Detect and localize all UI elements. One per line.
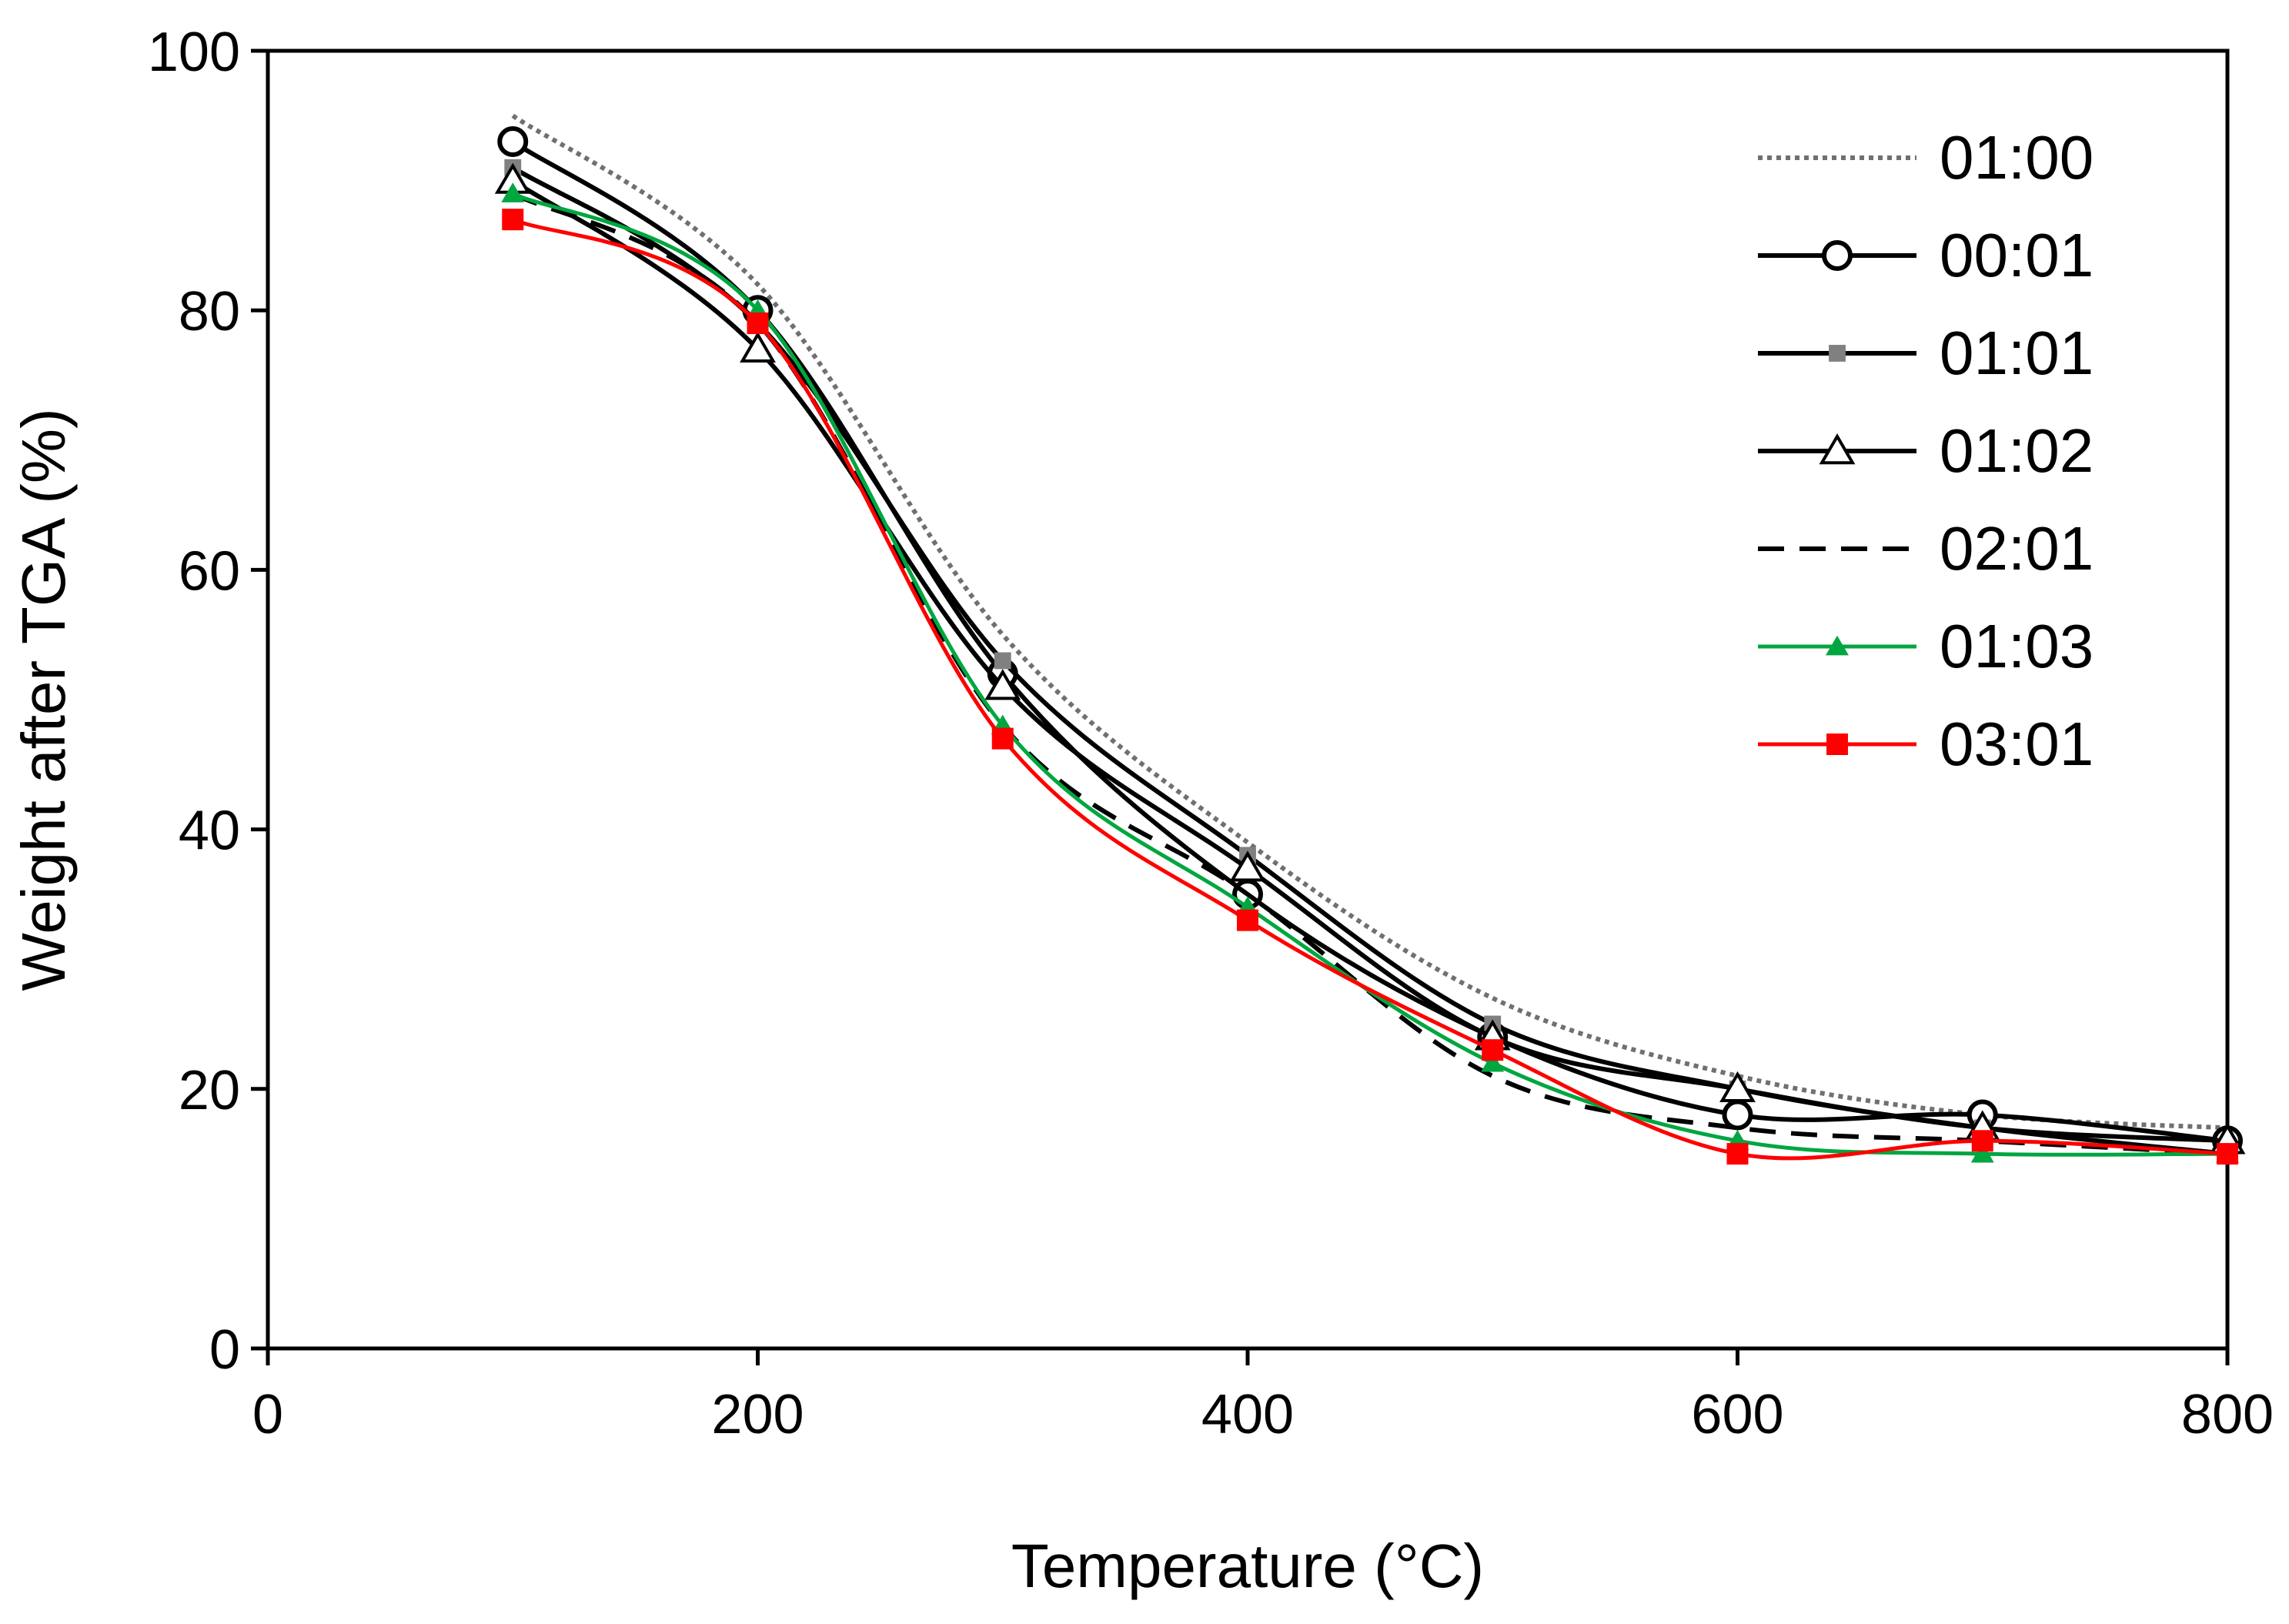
x-tick-label: 800 [2181, 1384, 2274, 1445]
data-point [1237, 909, 1258, 931]
legend: 01:00 00:01 01:01 01:02 02:01 01:03 03:01 [1758, 123, 2094, 778]
legend-item: 02:01 [1758, 514, 2094, 583]
y-tick-label: 40 [179, 800, 240, 862]
data-point [1726, 1143, 1749, 1165]
x-tick-label: 200 [711, 1384, 804, 1445]
data-point [984, 669, 1021, 700]
y-tick-label: 20 [179, 1060, 240, 1121]
data-point [1481, 1051, 1505, 1072]
data-point [1229, 850, 1266, 882]
legend-marker [1822, 240, 1853, 271]
legend-item: 01:00 [1758, 123, 2094, 192]
data-point [1719, 1071, 1756, 1102]
legend-item: 00:01 [1758, 221, 2094, 289]
legend-marker [1819, 433, 1856, 465]
legend-label: 01:03 [1940, 612, 2094, 680]
y-tick-label: 100 [148, 22, 240, 83]
legend-label: 01:00 [1940, 123, 2094, 192]
legend-marker [1826, 733, 1848, 755]
y-tick-label: 60 [179, 540, 240, 602]
y-tick-label: 0 [209, 1319, 240, 1381]
legend-label: 01:02 [1940, 416, 2094, 485]
data-point [994, 652, 1011, 670]
series-layer [494, 113, 2246, 1165]
series-line [512, 217, 2228, 1161]
data-point [1970, 1142, 1994, 1163]
legend-label: 02:01 [1940, 514, 2094, 583]
legend-marker [1826, 635, 1849, 656]
data-point [1722, 1099, 1753, 1131]
legend-item: 01:01 [1758, 319, 2094, 387]
data-point [502, 209, 524, 231]
legend-item: 03:01 [1758, 710, 2094, 778]
x-axis-title: Temperature (°C) [1011, 1532, 1484, 1600]
data-point [1482, 1039, 1504, 1061]
series-line [511, 179, 2228, 1144]
x-tick-label: 600 [1691, 1384, 1783, 1445]
series-03-01 [502, 209, 2238, 1165]
legend-label: 03:01 [1940, 710, 2094, 778]
legend-label: 01:01 [1940, 319, 2094, 387]
x-tick-label: 400 [1201, 1384, 1294, 1445]
legend-item: 01:02 [1758, 416, 2094, 485]
y-axis-title: Weight after TGA (%) [9, 408, 78, 991]
data-point [497, 126, 529, 158]
data-point [991, 727, 1014, 750]
legend-marker [1829, 345, 1846, 362]
axes: 0 20 40 60 80 100 0 200 400 600 800 [148, 22, 2274, 1445]
series-line [511, 191, 2228, 1157]
series-02-01 [511, 191, 2228, 1157]
data-point [747, 312, 769, 335]
series-line [512, 192, 2228, 1157]
data-point [2217, 1143, 2238, 1165]
data-point [501, 182, 525, 202]
legend-item: 01:03 [1758, 612, 2094, 680]
y-tick-label: 80 [179, 281, 240, 343]
x-tick-label: 0 [252, 1384, 283, 1445]
data-point [740, 331, 776, 363]
legend-label: 00:01 [1940, 221, 2094, 289]
data-point [1971, 1130, 1993, 1152]
